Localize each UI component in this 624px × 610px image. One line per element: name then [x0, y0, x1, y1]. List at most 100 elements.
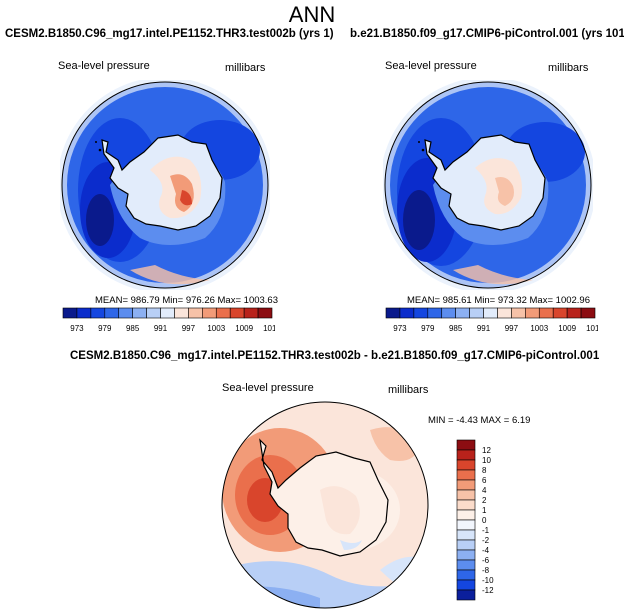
panel2-polar-map — [383, 80, 593, 290]
diff-colorbar-tick-label: 4 — [482, 486, 487, 495]
diff-panel-title: CESM2.B1850.C96_mg17.intel.PE1152.THR3.t… — [70, 350, 600, 362]
panel1-colorbar-labels: 973 979 985 991 997 1003 1009 1015 — [70, 324, 275, 333]
diff-colorbar-box — [456, 509, 476, 521]
panel2-colorbar-box — [525, 307, 540, 319]
panel1-colorbar-tick-label: 985 — [126, 324, 140, 333]
diff-colorbar-tick-label: -6 — [482, 556, 490, 565]
panel2-stats: MEAN= 985.61 Min= 973.32 Max= 1002.96 — [407, 295, 590, 306]
diff-colorbar-box — [456, 589, 476, 601]
panel2-colorbar-box — [511, 307, 526, 319]
panel2-colorbar-box — [455, 307, 470, 319]
diff-colorbar-tick-label: 1 — [482, 506, 487, 515]
panel2-colorbar-boxes — [385, 307, 596, 319]
panel1-colorbar-box — [160, 307, 175, 319]
panel1-colorbar-box — [174, 307, 189, 319]
diff-colorbar-box — [456, 439, 476, 451]
diff-colorbar-box — [456, 459, 476, 471]
diff-colorbar-box — [456, 579, 476, 591]
panel1-colorbar-tick-label: 1003 — [207, 324, 225, 333]
panel2-colorbar-box — [385, 307, 401, 319]
panel1-units-label: millibars — [225, 62, 266, 74]
panel1-colorbar-box — [76, 307, 92, 319]
panel1-colorbar-tick-label: 997 — [182, 324, 196, 333]
diff-colorbar-tick-label: -8 — [482, 566, 490, 575]
panel1-colorbar-box — [229, 307, 245, 319]
diff-colorbar-tick-label: 0 — [482, 516, 487, 525]
panel1-colorbar-tick-label: 1009 — [235, 324, 253, 333]
diff-colorbar-box — [456, 489, 476, 501]
panel2-colorbar-box — [399, 307, 415, 319]
panel2-colorbar-box — [483, 307, 498, 319]
diff-colorbar-box — [456, 479, 476, 491]
panel2-colorbar-box — [566, 307, 582, 319]
panel2-colorbar-box — [497, 307, 512, 319]
diff-colorbar-tick-label: -10 — [482, 576, 494, 585]
diff-units-label: millibars — [388, 384, 429, 396]
panel2-colorbar-box — [469, 307, 484, 319]
diff-colorbar-box — [456, 469, 476, 481]
diff-colorbar-tick-label: 8 — [482, 466, 487, 475]
panel1-colorbar: 973 979 985 991 997 1003 1009 1015 — [62, 307, 275, 333]
page-title: ANN — [288, 2, 336, 27]
panel2-colorbar-tick-label: 973 — [393, 324, 407, 333]
diff-colorbar-tick-label: -4 — [482, 546, 490, 555]
panel1-polar-map — [60, 80, 270, 290]
panel1-colorbar-box — [257, 307, 273, 319]
diff-colorbar-tick-label: -2 — [482, 536, 490, 545]
panel1-colorbar-box — [146, 307, 161, 319]
panel1-colorbar-box — [90, 307, 106, 319]
panel2-colorbar-labels: 973 979 985 991 997 1003 1009 1015 — [393, 324, 598, 333]
diff-colorbar-box — [456, 549, 476, 561]
panel1-stats: MEAN= 986.79 Min= 976.26 Max= 1003.63 — [95, 295, 278, 306]
panel1-colorbar-box — [62, 307, 78, 319]
diff-colorbar-tick-label: 6 — [482, 476, 487, 485]
panel1-colorbar-box — [243, 307, 259, 319]
diff-colorbar-tick-label: -12 — [482, 586, 494, 595]
panel1-colorbar-boxes — [62, 307, 273, 319]
panel2-colorbar-box — [413, 307, 429, 319]
panel2-variable-label: Sea-level pressure — [385, 60, 477, 72]
diff-colorbar-boxes — [456, 439, 476, 601]
panel1-colorbar-box — [118, 307, 133, 319]
panel2-colorbar-box — [441, 307, 456, 319]
panel2-colorbar-box — [580, 307, 596, 319]
panel1-colorbar-tick-label: 1015 — [263, 324, 275, 333]
panel1-colorbar-box — [104, 307, 120, 319]
panel2-units-label: millibars — [548, 62, 589, 74]
diff-antarctica — [259, 438, 389, 557]
panel2-case-title: b.e21.B1850.f09_g17.CMIP6-piControl.001 … — [350, 28, 624, 40]
panel1-colorbar-tick-label: 991 — [154, 324, 168, 333]
panel1-case-title: CESM2.B1850.C96_mg17.intel.PE1152.THR3.t… — [5, 28, 334, 40]
panel1-colorbar-tick-label: 973 — [70, 324, 84, 333]
diff-stats: MIN = -4.43 MAX = 6.19 — [428, 415, 531, 426]
diff-colorbar-tick-label: -1 — [482, 526, 490, 535]
panel1-colorbar-box — [132, 307, 147, 319]
panel1-colorbar-box — [188, 307, 203, 319]
panel1-antarctica — [95, 134, 223, 231]
panel2-colorbar-tick-label: 1003 — [530, 324, 548, 333]
diff-colorbar-tick-label: 2 — [482, 496, 487, 505]
panel2-colorbar-tick-label: 997 — [505, 324, 519, 333]
panel2-colorbar: 973 979 985 991 997 1003 1009 1015 — [385, 307, 598, 333]
diff-colorbar-box — [456, 529, 476, 541]
diff-colorbar-box — [456, 559, 476, 571]
diff-colorbar-box — [456, 519, 476, 531]
panel2-colorbar-box — [427, 307, 443, 319]
panel2-antarctica — [418, 134, 546, 231]
diff-colorbar-tick-label: 12 — [482, 446, 491, 455]
panel2-colorbar-tick-label: 991 — [477, 324, 491, 333]
diff-polar-map — [221, 401, 429, 609]
panel1-colorbar-box — [215, 307, 231, 319]
diff-colorbar-box — [456, 539, 476, 551]
panel2-colorbar-box — [538, 307, 554, 319]
diff-colorbar-tick-label: 10 — [482, 456, 491, 465]
panel2-colorbar-tick-label: 985 — [449, 324, 463, 333]
diff-colorbar-box — [456, 499, 476, 511]
panel2-colorbar-box — [552, 307, 568, 319]
panel1-colorbar-box — [202, 307, 217, 319]
panel2-colorbar-tick-label: 1015 — [586, 324, 598, 333]
diff-variable-label: Sea-level pressure — [222, 382, 314, 394]
panel2-colorbar-tick-label: 979 — [421, 324, 435, 333]
